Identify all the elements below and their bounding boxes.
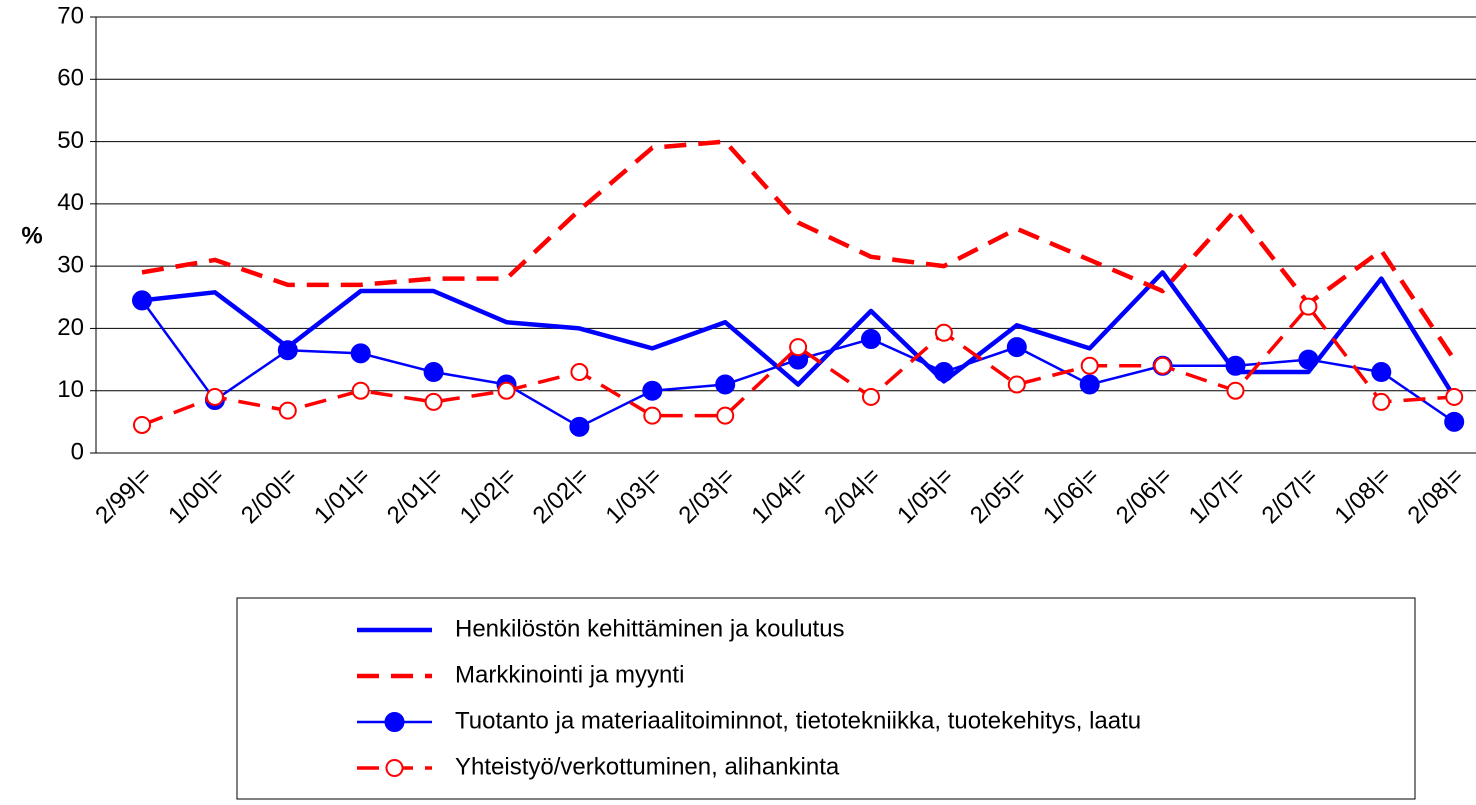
data-point (1006, 337, 1027, 358)
data-point (789, 338, 808, 357)
data-point (1226, 381, 1245, 400)
x-tick-label: 1/02|= (455, 463, 521, 529)
y-tick-label: 10 (57, 376, 84, 403)
data-point (277, 340, 298, 361)
data-point (351, 381, 370, 400)
data-point (716, 406, 735, 425)
data-point (643, 406, 662, 425)
data-point (1445, 387, 1464, 406)
x-tick-label: 1/05|= (892, 463, 958, 529)
data-point (1298, 349, 1319, 370)
data-point (1299, 297, 1318, 316)
data-point (278, 401, 297, 420)
series-line (141, 270, 1457, 399)
data-point (933, 362, 954, 383)
data-point (424, 392, 443, 411)
data-point (1225, 355, 1246, 376)
x-tick-label: 2/00|= (236, 463, 302, 529)
x-tick-label: 1/00|= (163, 463, 229, 529)
x-tick-label: 2/03|= (673, 463, 739, 529)
data-point (133, 415, 151, 434)
x-tick-label: 1/06|= (1038, 463, 1104, 529)
y-tick-label: 60 (57, 65, 84, 92)
data-point (1372, 392, 1391, 411)
x-tick-label: 2/02|= (528, 463, 594, 529)
data-point (934, 323, 953, 342)
data-point (861, 329, 881, 350)
data-point (1371, 362, 1392, 383)
x-tick-label: 2/07|= (1257, 463, 1323, 529)
data-point (205, 387, 224, 406)
y-axis-label: % (21, 222, 42, 249)
data-point (1007, 375, 1026, 394)
data-point (1079, 374, 1100, 395)
data-point (132, 290, 152, 311)
data-point (570, 363, 589, 382)
legend-label: Markkinointi ja myynti (455, 661, 684, 688)
data-point (715, 374, 736, 395)
x-tick-label: 1/01|= (309, 463, 375, 529)
x-tick-label: 2/01|= (382, 463, 448, 529)
x-tick-label: 1/03|= (601, 463, 667, 529)
y-tick-label: 20 (57, 314, 84, 341)
data-point (569, 416, 590, 437)
legend-label: Yhteistyö/verkottuminen, alihankinta (455, 753, 840, 780)
series-line (141, 139, 1457, 361)
legend-box (236, 597, 1416, 800)
legend-marker (384, 712, 405, 732)
data-point (1080, 356, 1099, 375)
data-point (1444, 411, 1465, 432)
legend-label: Tuotanto ja materiaalitoiminnot, tietote… (455, 707, 1141, 734)
data-point (1153, 356, 1172, 375)
x-tick-label: 2/05|= (965, 463, 1031, 529)
x-tick-label: 2/06|= (1111, 463, 1177, 529)
y-tick-label: 0 (71, 438, 84, 465)
y-tick-label: 30 (57, 251, 84, 278)
data-point (642, 380, 663, 401)
x-tick-label: 2/08|= (1402, 463, 1468, 529)
data-point (423, 362, 444, 383)
x-tick-label: 2/99|= (90, 463, 156, 529)
legend-label: Henkilöstön kehittäminen ja koulutus (455, 615, 845, 642)
y-tick-label: 70 (57, 2, 84, 29)
x-tick-label: 1/07|= (1184, 463, 1250, 529)
x-tick-label: 2/04|= (819, 463, 885, 529)
legend-marker (385, 759, 404, 777)
x-tick-label: 1/08|= (1330, 463, 1396, 529)
y-tick-label: 50 (57, 127, 84, 154)
y-tick-label: 40 (57, 189, 84, 216)
data-point (350, 343, 371, 364)
data-point (497, 381, 516, 400)
x-tick-label: 1/04|= (746, 463, 812, 529)
data-point (862, 387, 880, 406)
